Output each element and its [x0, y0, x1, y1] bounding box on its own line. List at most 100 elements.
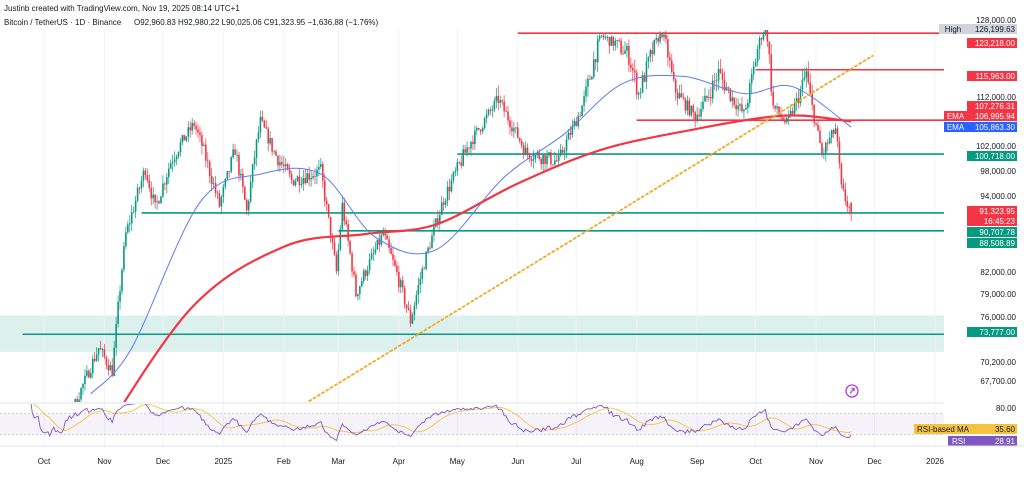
- candle: [267, 126, 270, 152]
- candle: [105, 355, 108, 370]
- candle-body: [433, 226, 435, 236]
- candle: [228, 170, 231, 178]
- candle: [181, 134, 184, 146]
- candle: [156, 195, 158, 210]
- candle: [263, 119, 266, 129]
- price-tag-last: 91,323.95: [967, 206, 1017, 216]
- candle: [444, 198, 447, 209]
- alert-icon[interactable]: [845, 384, 859, 398]
- candle: [76, 396, 78, 402]
- candle: [357, 293, 359, 301]
- candle-body: [702, 101, 704, 110]
- candle-body: [298, 176, 301, 186]
- candle-body: [374, 249, 377, 253]
- candle: [479, 129, 482, 136]
- candle: [78, 392, 80, 402]
- candle: [542, 154, 544, 173]
- candle-body: [316, 169, 318, 177]
- candle-body: [103, 349, 106, 358]
- candle-body: [784, 120, 786, 123]
- candle-body: [197, 129, 199, 133]
- price-tag-value: 115,963.00: [976, 72, 1016, 81]
- candle: [493, 97, 496, 113]
- candle: [825, 141, 827, 162]
- candle-body: [569, 132, 572, 135]
- candle: [245, 198, 248, 216]
- candle: [283, 156, 285, 174]
- rsi-lines: [30, 404, 852, 442]
- candle-body: [224, 178, 227, 187]
- candle: [776, 102, 778, 114]
- candle: [598, 32, 601, 42]
- candle-body: [166, 177, 168, 185]
- candle-body: [667, 39, 669, 58]
- candle-body: [138, 187, 141, 189]
- candle-body: [641, 75, 644, 93]
- candle: [152, 186, 154, 205]
- candle-body: [688, 100, 691, 116]
- candle-body: [308, 173, 310, 180]
- candle-body: [283, 164, 285, 167]
- candle: [265, 120, 268, 130]
- candle: [86, 365, 88, 378]
- candle: [433, 219, 435, 242]
- candle-body: [632, 68, 634, 71]
- candle: [515, 126, 517, 134]
- candle-body: [651, 50, 654, 55]
- candle: [487, 108, 490, 117]
- candle: [208, 159, 211, 184]
- ohlc-readout: O92,960.83 H92,980.22 L90,025.06 C91,323…: [134, 18, 379, 27]
- candle-body: [353, 271, 355, 275]
- price-tag-box: [967, 101, 1017, 111]
- time-tick-label: Oct: [38, 457, 51, 466]
- candle: [754, 58, 757, 67]
- candle-body: [386, 235, 388, 240]
- candle: [117, 295, 119, 328]
- candle: [680, 84, 683, 98]
- candle-body: [807, 71, 810, 83]
- candle-body: [329, 216, 332, 239]
- candle: [220, 195, 223, 215]
- candle: [481, 126, 484, 135]
- candle-body: [318, 166, 320, 170]
- candle-body: [337, 249, 340, 272]
- candle: [392, 246, 394, 267]
- candle-body: [686, 100, 689, 111]
- candle: [279, 154, 281, 172]
- candle-body: [185, 136, 188, 141]
- candle-body: [626, 45, 628, 51]
- candle-body: [144, 170, 147, 175]
- rsi-tag-value: 28.91: [995, 437, 1016, 446]
- candle-body: [401, 280, 404, 288]
- candle: [364, 268, 367, 280]
- candle: [842, 178, 845, 192]
- candle: [655, 34, 657, 44]
- candle: [415, 290, 418, 310]
- time-tick-label: Jun: [511, 457, 524, 466]
- candle-body: [456, 162, 459, 171]
- time-axis[interactable]: Oct Nov Dec 2025 Feb Mar Apr May Jun Jul Aug Sep Oct…: [38, 457, 945, 466]
- candle: [232, 143, 234, 159]
- candle: [437, 210, 439, 229]
- candle-body: [431, 235, 433, 249]
- candle-body: [164, 183, 166, 185]
- candle: [259, 110, 262, 138]
- candle-body: [335, 254, 338, 272]
- candle: [97, 348, 100, 362]
- candle-body: [826, 142, 829, 144]
- candle-body: [146, 174, 149, 181]
- candle-body: [729, 88, 732, 101]
- candle: [134, 196, 137, 219]
- candle: [836, 125, 839, 148]
- candle-body: [121, 269, 123, 292]
- price-tick-label: 102,000.00: [976, 142, 1017, 151]
- candle-body: [86, 370, 88, 376]
- candle-body: [513, 128, 515, 132]
- candle: [84, 369, 86, 391]
- time-tick-label: Dec: [867, 457, 881, 466]
- candle-body: [82, 383, 84, 389]
- candle-body: [542, 154, 544, 165]
- rsi-panel: 80.00 RSI-based MA 35.60 RSI 28.91: [0, 404, 1017, 446]
